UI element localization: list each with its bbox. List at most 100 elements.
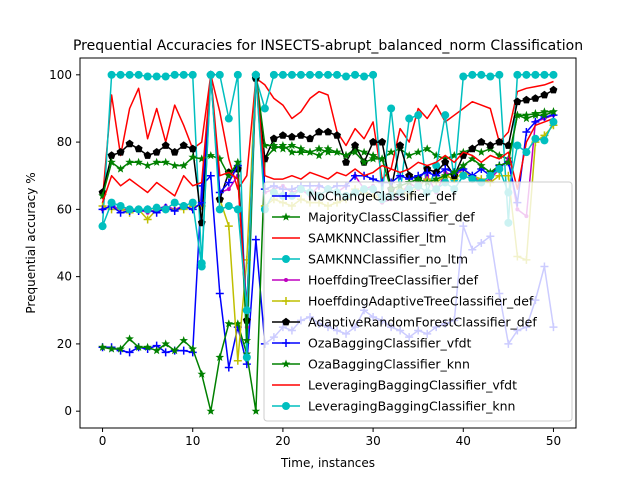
data-point-6-3 xyxy=(125,139,134,148)
data-point-1-21 xyxy=(287,147,297,156)
data-point-6-20 xyxy=(278,131,287,139)
data-point-3-22 xyxy=(296,70,305,79)
x-tick-label-20: 20 xyxy=(275,434,290,448)
legend: NoChangeClassifier_def MajorityClassClass… xyxy=(263,181,573,422)
legend-label-7: OzaBaggingClassifier_vfdt xyxy=(308,336,472,351)
data-point-6-33 xyxy=(396,141,405,149)
data-point-6-21 xyxy=(287,132,296,141)
data-point-8-13 xyxy=(215,154,225,163)
data-point-7-14 xyxy=(224,178,233,187)
data-point-3-25 xyxy=(324,70,332,79)
legend-marker-8 xyxy=(281,359,291,368)
y-tick-label-20: 20 xyxy=(57,337,72,351)
data-point-8-47 xyxy=(522,114,531,123)
data-point-1-15 xyxy=(233,319,243,328)
data-point-3-20 xyxy=(278,70,287,79)
data-point-1-42 xyxy=(477,147,486,156)
data-point-8-3 xyxy=(125,157,134,166)
data-point-3-44 xyxy=(495,70,504,79)
data-point-6-4 xyxy=(134,144,143,153)
data-point-8-18 xyxy=(260,141,270,150)
data-point-3-16 xyxy=(242,353,251,362)
data-point-8-49 xyxy=(540,110,549,119)
data-point-6-1 xyxy=(107,151,116,159)
data-point-3-23 xyxy=(305,70,314,79)
data-point-8-20 xyxy=(278,144,288,153)
x-axis-label: Time, instances xyxy=(280,456,375,470)
data-point-3-34 xyxy=(405,114,414,123)
data-point-10-11 xyxy=(197,262,206,271)
data-point-1-24 xyxy=(314,151,324,160)
data-point-8-0 xyxy=(98,191,107,200)
data-point-8-22 xyxy=(296,144,306,153)
data-point-3-15 xyxy=(233,70,242,79)
data-point-10-50 xyxy=(549,117,558,126)
data-point-6-24 xyxy=(315,127,323,136)
data-point-1-1 xyxy=(107,344,116,353)
legend-box xyxy=(263,181,573,422)
data-point-1-12 xyxy=(206,406,215,415)
data-point-8-31 xyxy=(377,154,387,163)
data-point-3-19 xyxy=(269,70,278,79)
data-point-8-41 xyxy=(468,154,477,163)
y-axis-label: Prequential accuracy % xyxy=(24,172,38,313)
data-point-3-5 xyxy=(143,72,152,81)
data-point-3-1 xyxy=(107,70,116,79)
data-point-1-35 xyxy=(413,147,423,156)
data-point-1-39 xyxy=(450,151,459,160)
data-point-0-17 xyxy=(251,235,260,244)
data-point-10-15 xyxy=(233,205,242,214)
data-point-5-5 xyxy=(143,215,152,224)
legend-label-1: MajorityClassClassifier_def xyxy=(308,210,475,225)
data-point-0-7 xyxy=(161,348,170,357)
legend-marker-6 xyxy=(282,317,290,326)
data-point-10-44 xyxy=(495,165,504,173)
data-point-3-40 xyxy=(459,72,468,81)
data-point-1-17 xyxy=(251,406,261,415)
data-point-8-11 xyxy=(197,154,206,163)
data-point-7-0 xyxy=(98,205,107,214)
data-point-7-28 xyxy=(351,171,360,180)
data-point-6-26 xyxy=(333,131,341,139)
data-point-6-43 xyxy=(486,141,495,149)
data-point-10-49 xyxy=(540,136,549,145)
data-point-10-48 xyxy=(531,134,540,143)
data-point-6-47 xyxy=(522,95,531,104)
data-point-3-14 xyxy=(224,114,233,123)
data-point-1-7 xyxy=(161,339,170,348)
legend-label-4: HoeffdingTreeClassifier_def xyxy=(308,273,479,288)
data-point-8-42 xyxy=(477,161,486,170)
data-point-10-8 xyxy=(170,198,179,207)
series-3 xyxy=(98,70,558,362)
data-point-1-19 xyxy=(269,144,279,153)
data-point-10-2 xyxy=(116,202,125,210)
data-point-8-6 xyxy=(152,157,161,166)
data-point-7-8 xyxy=(170,207,179,216)
data-point-10-6 xyxy=(152,203,161,212)
data-point-7-2 xyxy=(116,208,125,217)
data-point-5-15 xyxy=(233,356,242,365)
data-point-3-27 xyxy=(342,72,351,81)
data-point-6-46 xyxy=(513,97,522,106)
data-point-6-8 xyxy=(170,148,179,156)
data-point-8-19 xyxy=(269,141,279,150)
data-point-6-31 xyxy=(378,137,387,146)
data-point-3-2 xyxy=(116,70,125,79)
data-point-10-46 xyxy=(513,141,522,150)
data-point-6-22 xyxy=(297,131,305,139)
data-point-10-9 xyxy=(179,202,188,210)
data-point-6-27 xyxy=(342,158,350,166)
data-point-10-16 xyxy=(242,306,251,315)
data-point-6-2 xyxy=(116,148,125,156)
data-point-6-42 xyxy=(477,137,486,146)
data-point-8-2 xyxy=(116,164,125,173)
legend-marker-3 xyxy=(282,255,290,263)
data-point-1-11 xyxy=(197,369,206,378)
data-point-3-30 xyxy=(369,70,378,79)
y-tick-label-100: 100 xyxy=(49,68,72,82)
data-point-1-9 xyxy=(179,336,188,345)
data-point-1-14 xyxy=(224,319,234,328)
data-point-10-17 xyxy=(251,70,260,79)
data-point-0-14 xyxy=(224,363,233,372)
data-point-10-1 xyxy=(107,198,116,207)
